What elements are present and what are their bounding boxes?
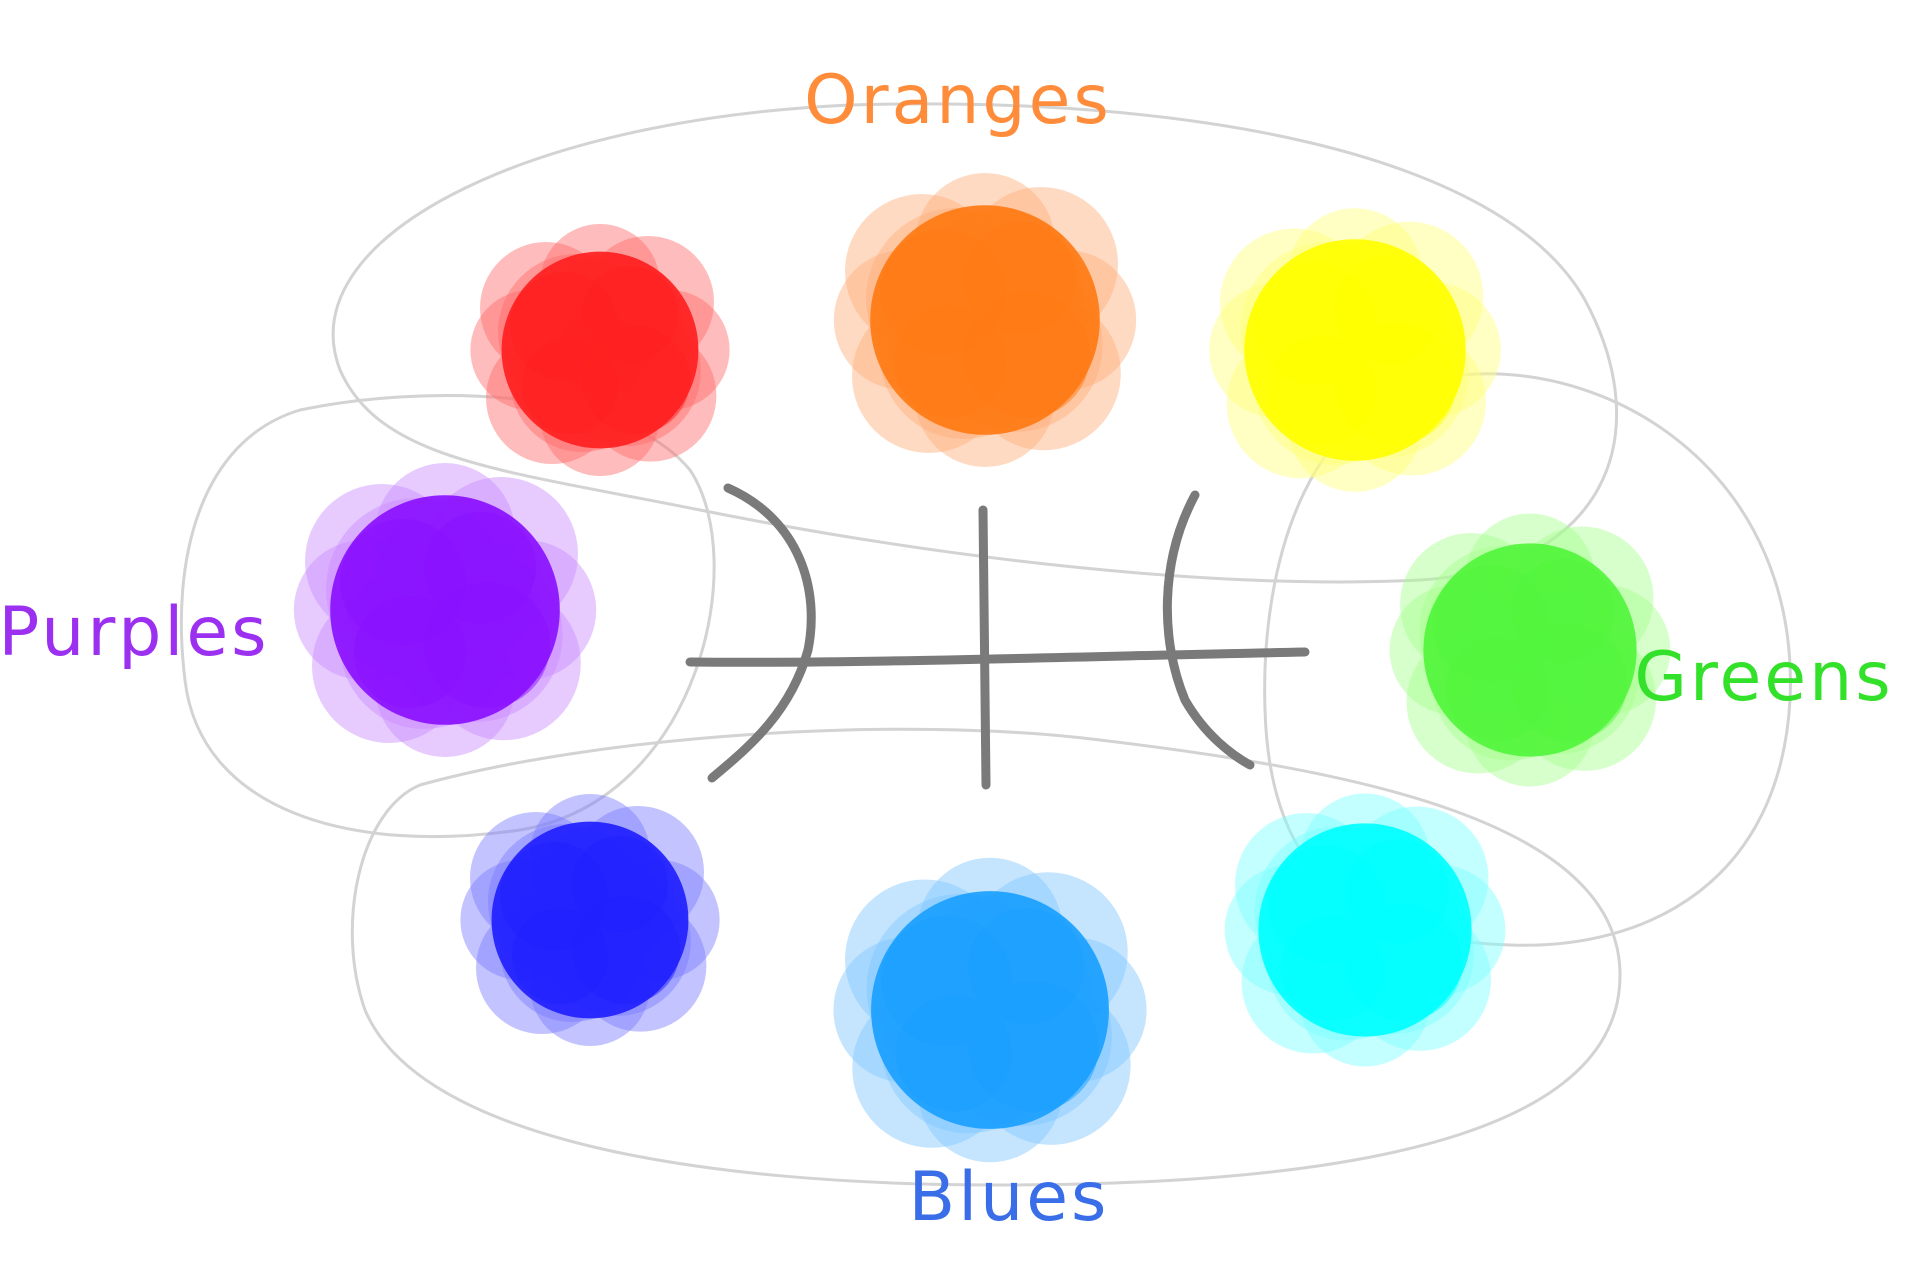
left-curve-stroke <box>707 483 816 783</box>
blue-swatch <box>460 794 720 1046</box>
cyan-swatch <box>1224 793 1506 1067</box>
blue-swatch-texture <box>572 836 668 932</box>
green-swatch-texture <box>1445 637 1550 741</box>
yellow-swatch-texture <box>1334 255 1443 364</box>
center-symbol <box>685 483 1310 790</box>
green-swatch <box>1389 513 1671 787</box>
greens-label: Greens <box>1634 638 1893 717</box>
oranges-label: Oranges <box>804 61 1112 140</box>
purple-swatch-texture <box>424 512 536 624</box>
purple-swatch <box>293 463 597 757</box>
orange-swatch <box>833 173 1137 467</box>
green-swatch-texture <box>1510 559 1615 663</box>
red-swatch <box>470 224 730 476</box>
oranges-group-outline <box>331 102 1619 584</box>
purples-label: Purples <box>0 593 270 672</box>
sky-blue-swatch-texture <box>895 995 1012 1112</box>
cyan-swatch-texture <box>1345 839 1450 943</box>
right-curve-stroke <box>1162 490 1255 770</box>
red-swatch-texture <box>582 266 678 362</box>
sky-blue-swatch-texture <box>968 908 1085 1025</box>
horizontal-bar-stroke <box>685 647 1310 667</box>
greens-group-outline <box>1263 372 1792 947</box>
blue-swatch-texture <box>512 908 608 1004</box>
sky-blue-swatch <box>833 857 1147 1163</box>
purple-swatch-texture <box>354 596 466 708</box>
cyan-swatch-texture <box>1280 917 1385 1021</box>
orange-swatch-texture <box>964 222 1076 334</box>
blues-label: Blues <box>909 1158 1110 1237</box>
red-swatch-texture <box>522 338 618 434</box>
yellow-swatch <box>1209 208 1501 492</box>
yellow-swatch-texture <box>1267 336 1376 445</box>
center-vertical-stroke <box>978 505 991 790</box>
blues-group-outline <box>350 727 1622 1187</box>
orange-swatch-texture <box>894 306 1006 418</box>
color-swatches <box>293 173 1671 1163</box>
